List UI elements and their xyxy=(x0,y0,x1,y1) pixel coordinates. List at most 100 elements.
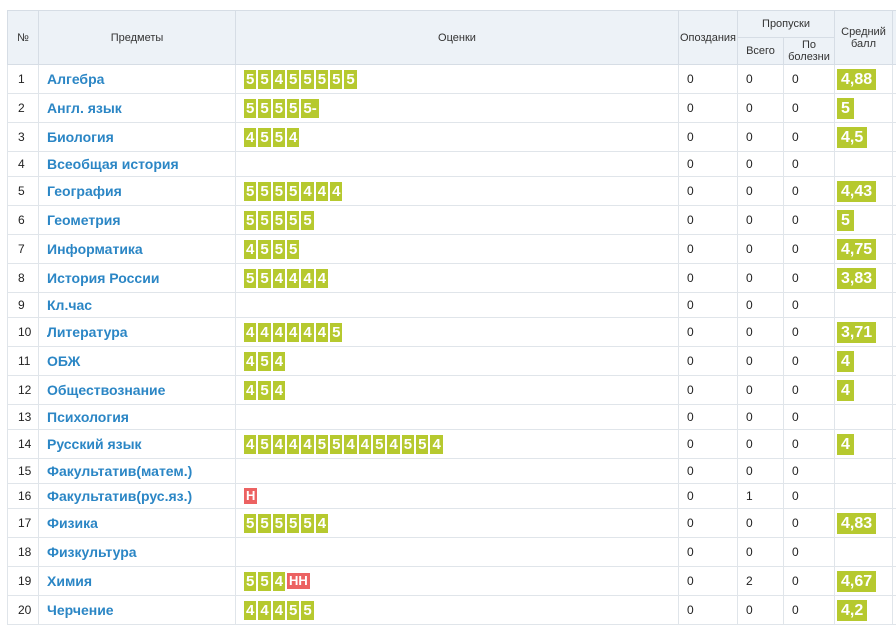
late: 0 xyxy=(678,234,738,264)
row-num: 16 xyxy=(7,483,39,509)
absences-total: 0 xyxy=(737,595,784,625)
table-row: 5 География 5 5 5 5 4 4 4 0 0 0 4,43 xyxy=(7,176,896,206)
subject: ОБЖ xyxy=(38,346,236,376)
average: 4,2 xyxy=(837,599,868,621)
extra-cell xyxy=(892,292,896,318)
extra-cell xyxy=(892,458,896,484)
extra-cell xyxy=(892,234,896,264)
table-row: 18 Физкультура 0 0 0 xyxy=(7,537,896,567)
absences-sick: 0 xyxy=(783,234,835,264)
table-row: 6 Геометрия 5 5 5 5 5 0 0 0 5 xyxy=(7,205,896,235)
grade: 5 xyxy=(244,98,257,118)
grade: 4 xyxy=(272,268,286,288)
table-row: 19 Химия 5 5 4 НН 0 2 0 4,67 xyxy=(7,566,896,596)
grade: 5 xyxy=(244,210,257,230)
average-cell xyxy=(834,151,893,177)
grade: 4 xyxy=(315,268,329,288)
grade: 5 xyxy=(244,181,257,201)
late: 0 xyxy=(678,292,738,318)
grade: 4 xyxy=(244,600,257,620)
absences-sick: 0 xyxy=(783,64,835,94)
late: 0 xyxy=(678,458,738,484)
average: 4,43 xyxy=(837,180,877,202)
header-absences: Пропуски xyxy=(737,10,835,38)
average-cell xyxy=(834,404,893,430)
late: 0 xyxy=(678,429,738,459)
grade: 5 xyxy=(244,268,257,288)
extra-cell xyxy=(892,317,896,347)
absences-total: 0 xyxy=(737,292,784,318)
extra-cell xyxy=(892,537,896,567)
late: 0 xyxy=(678,375,738,405)
row-num: 15 xyxy=(7,458,39,484)
grade: 5 xyxy=(272,127,286,147)
table-row: 9 Кл.час 0 0 0 xyxy=(7,292,896,318)
absence-mark: НН xyxy=(287,573,310,589)
grade: 4 xyxy=(315,322,329,342)
grade: 5 xyxy=(258,69,271,89)
subject: География xyxy=(38,176,236,206)
late: 0 xyxy=(678,93,738,123)
absences-total: 0 xyxy=(737,375,784,405)
average-cell xyxy=(834,483,893,509)
average-cell: 4 xyxy=(834,375,893,405)
grade: 5 xyxy=(344,69,357,89)
grade: 5 xyxy=(258,380,271,400)
grade: 4 xyxy=(244,127,257,147)
extra-cell xyxy=(892,151,896,177)
average-cell: 4,75 xyxy=(834,234,893,264)
subject: Биология xyxy=(38,122,236,152)
late: 0 xyxy=(678,404,738,430)
average-cell: 4,67 xyxy=(834,566,893,596)
table-row: 7 Информатика 4 5 5 5 0 0 0 4,75 xyxy=(7,234,896,264)
absences-sick: 0 xyxy=(783,346,835,376)
row-num: 13 xyxy=(7,404,39,430)
grade: 5 xyxy=(330,434,343,454)
grades-table: № Предметы Оценки Опоздания Пропуски Сре… xyxy=(7,10,896,625)
average: 4 xyxy=(837,433,854,455)
absences-total: 0 xyxy=(737,64,784,94)
grade: 4 xyxy=(244,322,257,342)
average-cell: 5 xyxy=(834,93,893,123)
header-grades: Оценки xyxy=(235,10,679,65)
grade: 5 xyxy=(272,513,286,533)
grade: 5 xyxy=(401,434,415,454)
grade: 4 xyxy=(272,351,286,371)
table-body: 1 Алгебра 5 5 4 5 5 5 5 5 0 0 0 4,88 2 Англ. язык 5 5 5 5 5-… xyxy=(7,64,896,625)
grade: 5 xyxy=(258,513,271,533)
subject: Факультатив(матем.) xyxy=(38,458,236,484)
absences-sick: 0 xyxy=(783,483,835,509)
absences-total: 0 xyxy=(737,458,784,484)
extra-cell xyxy=(892,122,896,152)
row-num: 8 xyxy=(7,263,39,293)
absences-sick: 0 xyxy=(783,151,835,177)
absences-sick: 0 xyxy=(783,263,835,293)
grade: 5 xyxy=(287,513,300,533)
average: 5 xyxy=(837,209,854,231)
grade: 4 xyxy=(430,434,443,454)
table-row: 8 История России 5 5 4 4 4 4 0 0 0 3,83 xyxy=(7,263,896,293)
grade: 4 xyxy=(301,322,314,342)
grade: 4 xyxy=(258,322,271,342)
absences-sick: 0 xyxy=(783,458,835,484)
grades-cell: 5 5 5 5 5- xyxy=(235,93,679,123)
average-cell xyxy=(834,458,893,484)
average-cell: 4,83 xyxy=(834,508,893,538)
average-cell: 3,83 xyxy=(834,263,893,293)
table-row: 13 Психология 0 0 0 xyxy=(7,404,896,430)
subject: Кл.час xyxy=(38,292,236,318)
average: 4 xyxy=(837,379,854,401)
row-num: 10 xyxy=(7,317,39,347)
grade: 5 xyxy=(258,434,271,454)
grade: 5 xyxy=(330,322,343,342)
absences-sick: 0 xyxy=(783,292,835,318)
row-num: 17 xyxy=(7,508,39,538)
subject: Геометрия xyxy=(38,205,236,235)
table-row: 4 Всеобщая история 0 0 0 xyxy=(7,151,896,177)
grade: 5 xyxy=(301,210,314,230)
grade: 5 xyxy=(373,434,386,454)
